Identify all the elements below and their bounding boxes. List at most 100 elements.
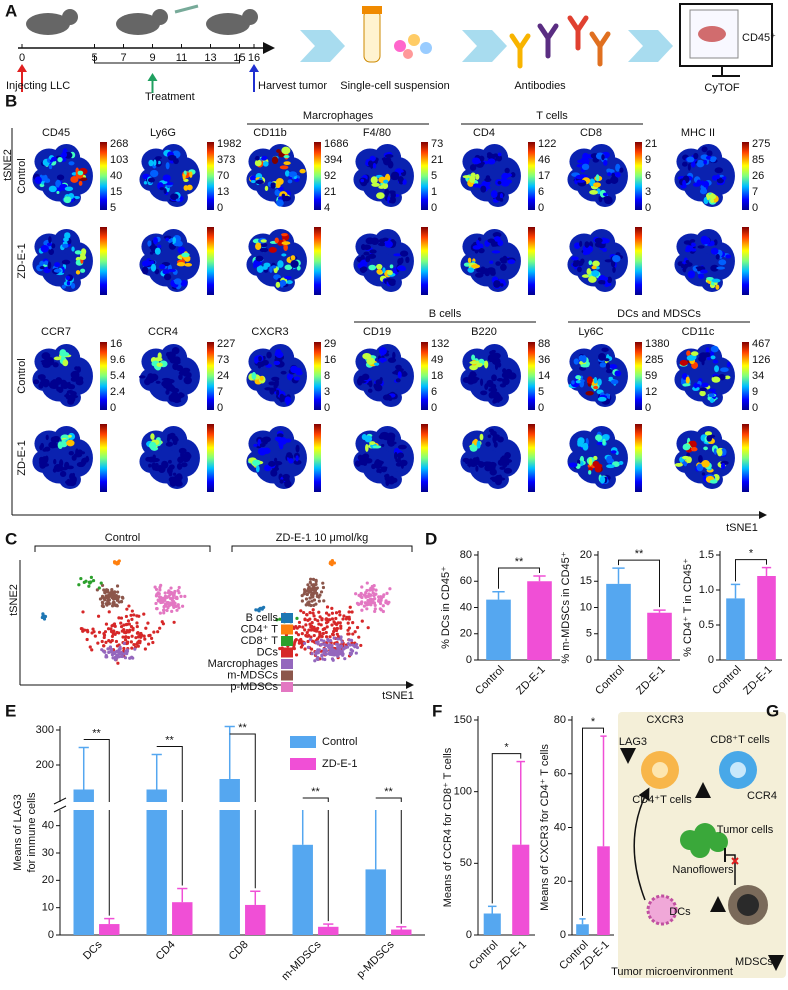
tsne-point [260,156,268,161]
tsne-point [398,368,404,372]
tsne-point [168,394,175,402]
dc-cell [646,894,678,926]
cluster-point [133,647,137,651]
significance: ** [92,727,101,739]
cluster-point [321,581,325,585]
tsne-point [383,158,391,166]
cluster-point [313,617,317,621]
tsne-point [584,241,590,248]
cluster-point [134,636,138,640]
cluster-point [351,632,355,636]
y-tick-label: 10 [42,902,54,914]
cluster-point [155,592,159,597]
colorbar-label: 85 [752,154,764,166]
bar [606,583,631,660]
tsne-point [34,176,42,184]
tsne-point [277,260,284,268]
cluster-point [100,648,104,652]
legend-swatch [281,670,293,681]
cluster-point [347,632,351,636]
cluster-point [325,625,329,629]
cluster-point [108,650,113,654]
bar [318,926,339,935]
shape [394,40,406,52]
tsne-point [279,165,289,170]
tsne-point [178,371,188,376]
tsne-point [284,264,293,271]
cluster-point [112,591,116,595]
diagram-label: CXCR3 [646,714,683,726]
y-tick-label: 20 [460,628,472,640]
tsne-point [177,475,183,480]
cluster-point [139,635,143,639]
cluster-point [368,593,373,597]
cluster-point [278,647,282,651]
cluster-point [309,603,313,608]
tsne-point [383,179,389,184]
cluster-point [310,583,314,587]
tsne-point [181,252,190,258]
cluster-point [378,601,383,606]
cluster-point [85,637,89,642]
tsne-point [610,379,619,385]
tsne-point [493,441,498,448]
cluster-point [103,650,107,654]
axis-title: tSNE1 [382,690,414,702]
tsne-point [487,434,492,439]
cluster-point [100,583,105,588]
tsne-point [469,164,477,171]
tsne-point [699,352,708,359]
y-tick-label: 0 [466,654,472,666]
tsne-point [599,475,606,484]
cluster-point [174,596,178,600]
cluster-point [151,640,155,645]
cluster-point [313,586,317,591]
tsne-point [268,381,276,386]
legend-label: Marcrophages [208,658,279,670]
tsne-point [496,477,506,481]
cluster-point [103,630,108,634]
tube [363,9,381,63]
tsne-point [177,246,186,254]
cluster-point [300,593,304,598]
cluster-point [325,605,330,609]
tsne-point [364,435,373,443]
group-label: T cells [536,110,568,122]
tsne-point [57,386,64,393]
cluster-point [161,598,165,602]
diagram-label: DCs [669,906,691,918]
colorbar-label: 0 [645,202,651,214]
tsne-point [257,360,265,368]
cluster-point [109,640,113,644]
panel-a-art [18,3,773,77]
cluster-point [305,631,309,635]
colorbar-label: 0 [110,402,116,414]
cluster-point [41,612,45,616]
tsne-point [66,465,74,470]
cluster-point [317,635,321,639]
tsne-point [39,266,45,270]
cluster-point [106,647,110,651]
colorbar-label: 5.4 [110,370,125,382]
marker-name: CCR7 [41,326,71,338]
bar [757,576,776,660]
tsne-point [602,280,606,285]
tsne-point [46,178,51,183]
tsne-point [721,176,727,180]
tsne-point [597,378,602,386]
tsne-point [260,239,267,243]
tsne-point [507,259,516,265]
condition-bracket [34,545,211,552]
tsne-point [174,357,179,363]
tsne-point [66,389,74,394]
tsne-point [497,181,502,185]
colorbar [100,227,107,295]
tsne-point [384,154,394,158]
bar [172,902,193,935]
cluster-point [119,616,124,620]
cluster-point [167,603,171,608]
tsne-point [505,173,512,177]
cluster-point [127,622,131,626]
colorbar-label: 73 [217,354,229,366]
tsne-point [504,167,510,174]
